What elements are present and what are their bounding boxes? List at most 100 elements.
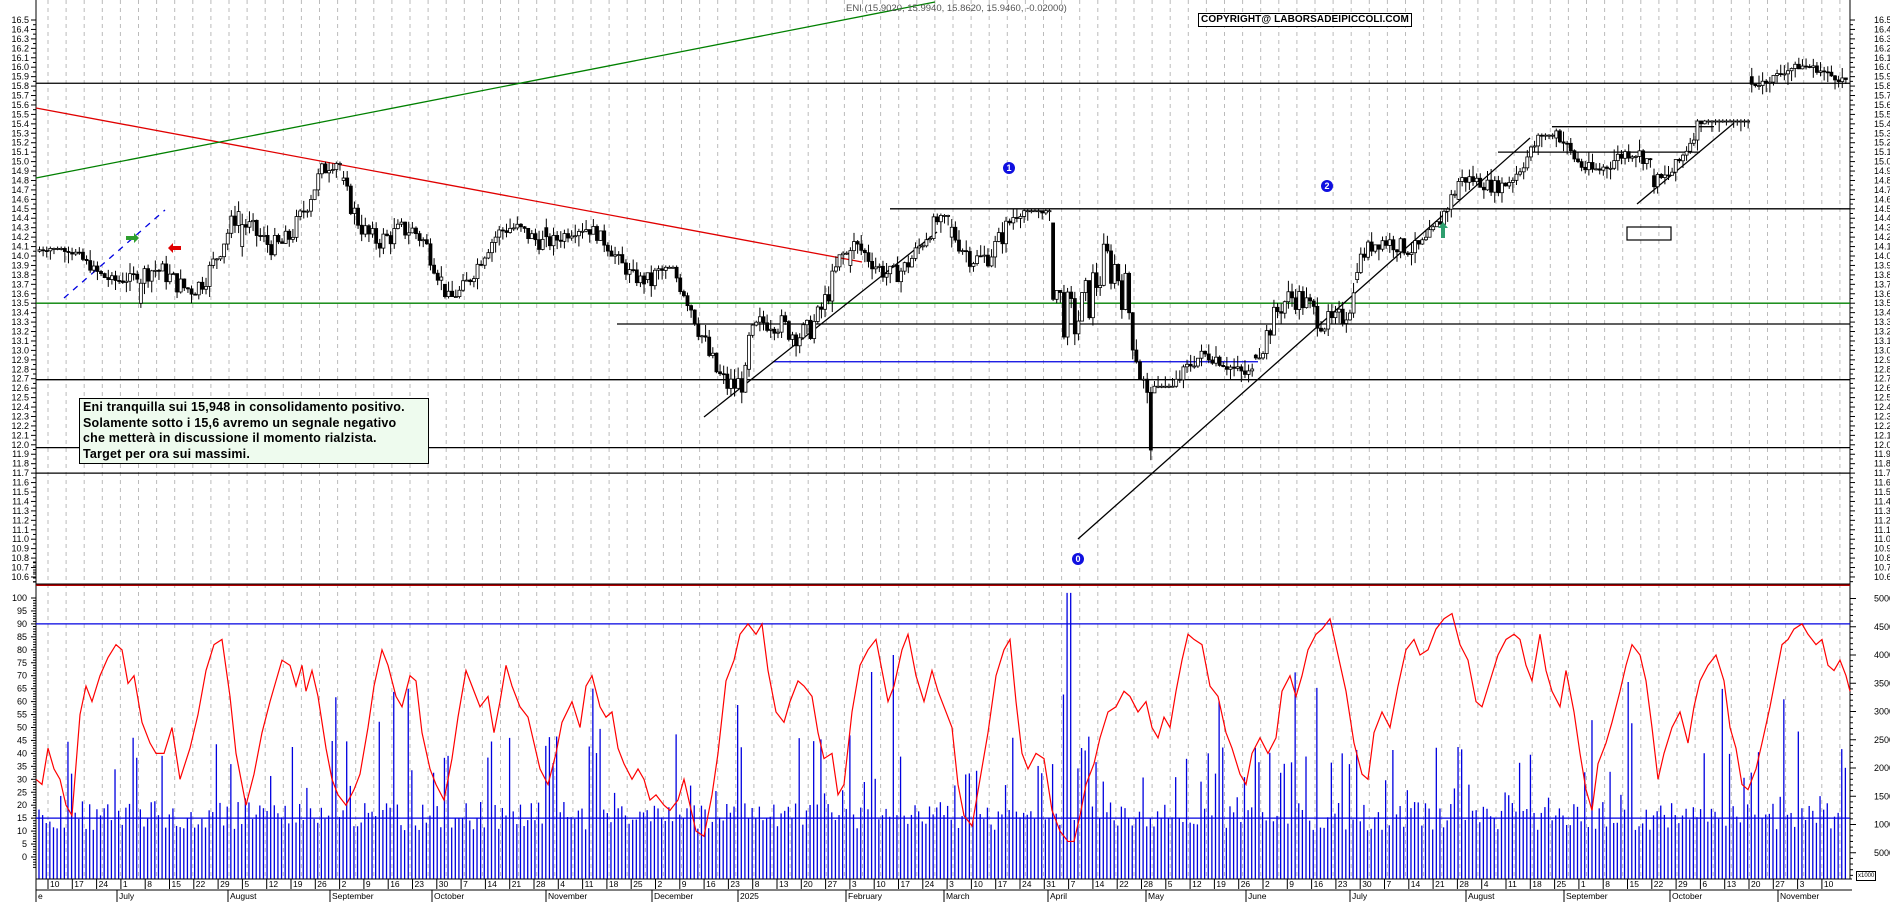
svg-text:20000: 20000 (1874, 763, 1890, 773)
svg-text:30000: 30000 (1874, 707, 1890, 717)
svg-text:50: 50 (17, 723, 27, 733)
svg-text:5: 5 (1168, 879, 1173, 889)
svg-text:28: 28 (1459, 879, 1469, 889)
svg-text:11.5: 11.5 (1874, 487, 1890, 497)
svg-text:2025: 2025 (740, 891, 759, 901)
svg-text:16.2: 16.2 (1874, 43, 1890, 53)
svg-text:October: October (1672, 891, 1702, 901)
svg-text:13.3: 13.3 (1874, 317, 1890, 327)
svg-text:12.3: 12.3 (11, 411, 29, 421)
svg-text:10.9: 10.9 (1874, 544, 1890, 554)
svg-text:13.3: 13.3 (11, 317, 29, 327)
svg-text:27: 27 (1775, 879, 1785, 889)
svg-text:16: 16 (1314, 879, 1324, 889)
svg-text:13.1: 13.1 (11, 336, 29, 346)
svg-text:14: 14 (1095, 879, 1105, 889)
svg-text:4: 4 (1484, 879, 1489, 889)
svg-text:3: 3 (949, 879, 954, 889)
svg-text:16: 16 (390, 879, 400, 889)
svg-text:12: 12 (1192, 879, 1202, 889)
svg-text:12.8: 12.8 (1874, 364, 1890, 374)
svg-text:14.6: 14.6 (1874, 194, 1890, 204)
svg-text:10.6: 10.6 (1874, 572, 1890, 582)
svg-text:13.4: 13.4 (1874, 308, 1890, 318)
svg-text:0: 0 (22, 852, 27, 862)
svg-text:11.1: 11.1 (1874, 525, 1890, 535)
svg-text:11.3: 11.3 (1874, 506, 1890, 516)
svg-text:August: August (230, 891, 257, 901)
svg-text:1: 1 (123, 879, 128, 889)
oscillator-axis-left: 1009590858075706560555045403530252015105… (12, 593, 36, 868)
svg-text:14.9: 14.9 (11, 166, 29, 176)
svg-text:13.7: 13.7 (11, 279, 29, 289)
svg-text:12.6: 12.6 (1874, 383, 1890, 393)
svg-text:15.8: 15.8 (1874, 81, 1890, 91)
svg-text:12.0: 12.0 (11, 440, 29, 450)
svg-text:12.2: 12.2 (11, 421, 29, 431)
svg-text:25000: 25000 (1874, 735, 1890, 745)
svg-text:65: 65 (17, 684, 27, 694)
svg-text:15.9: 15.9 (1874, 72, 1890, 82)
svg-text:15.9: 15.9 (11, 72, 29, 82)
svg-text:5: 5 (22, 839, 27, 849)
svg-text:22: 22 (1119, 879, 1129, 889)
svg-text:14.8: 14.8 (11, 175, 29, 185)
svg-text:45000: 45000 (1874, 622, 1890, 632)
svg-text:19: 19 (293, 879, 303, 889)
svg-text:15.5: 15.5 (11, 109, 29, 119)
svg-text:10.8: 10.8 (11, 553, 29, 563)
svg-text:8: 8 (147, 879, 152, 889)
svg-text:14.5: 14.5 (11, 204, 29, 214)
svg-text:22: 22 (196, 879, 206, 889)
svg-text:15.6: 15.6 (1874, 100, 1890, 110)
svg-text:13.0: 13.0 (1874, 345, 1890, 355)
svg-text:14.2: 14.2 (1874, 232, 1890, 242)
svg-text:October: October (434, 891, 464, 901)
svg-text:14.7: 14.7 (11, 185, 29, 195)
svg-text:11.7: 11.7 (12, 468, 29, 478)
svg-text:27: 27 (828, 879, 838, 889)
svg-text:16.1: 16.1 (1874, 53, 1890, 63)
svg-text:December: December (654, 891, 693, 901)
svg-text:15.8: 15.8 (11, 81, 29, 91)
svg-text:17: 17 (998, 879, 1008, 889)
svg-text:18: 18 (1532, 879, 1542, 889)
svg-text:40: 40 (17, 748, 27, 758)
svg-text:10.7: 10.7 (11, 563, 29, 573)
svg-text:12.4: 12.4 (1874, 402, 1890, 412)
svg-text:10.6: 10.6 (11, 572, 29, 582)
svg-text:14.9: 14.9 (1874, 166, 1890, 176)
svg-text:12.7: 12.7 (11, 374, 29, 384)
svg-text:July: July (1352, 891, 1368, 901)
svg-text:2: 2 (342, 879, 347, 889)
svg-text:11.8: 11.8 (1874, 459, 1890, 469)
svg-text:12: 12 (269, 879, 279, 889)
note-line: Solamente sotto i 15,6 avremo un segnale… (83, 415, 397, 430)
svg-text:12.3: 12.3 (1874, 411, 1890, 421)
svg-text:14: 14 (1411, 879, 1421, 889)
svg-text:11: 11 (585, 879, 594, 889)
svg-text:14.3: 14.3 (1874, 223, 1890, 233)
svg-text:11.6: 11.6 (12, 478, 29, 488)
svg-text:12.0: 12.0 (1874, 440, 1890, 450)
svg-text:November: November (1780, 891, 1819, 901)
svg-text:9: 9 (682, 879, 687, 889)
svg-text:11.5: 11.5 (12, 487, 29, 497)
svg-text:15.0: 15.0 (11, 157, 29, 167)
svg-text:10.9: 10.9 (11, 544, 29, 554)
svg-text:30: 30 (1362, 879, 1372, 889)
svg-text:14.4: 14.4 (1874, 213, 1890, 223)
svg-text:15: 15 (172, 879, 182, 889)
svg-text:14.3: 14.3 (11, 223, 29, 233)
svg-text:16.0: 16.0 (1874, 62, 1890, 72)
svg-text:14.6: 14.6 (11, 194, 29, 204)
svg-text:70: 70 (17, 671, 27, 681)
svg-text:16.3: 16.3 (11, 34, 29, 44)
note-line: Eni tranquilla sui 15,948 in consolidame… (83, 400, 405, 414)
svg-text:13.7: 13.7 (1874, 279, 1890, 289)
signal-arrows (126, 222, 1448, 253)
svg-text:19: 19 (1216, 879, 1226, 889)
svg-text:85: 85 (17, 632, 27, 642)
svg-text:17: 17 (901, 879, 911, 889)
